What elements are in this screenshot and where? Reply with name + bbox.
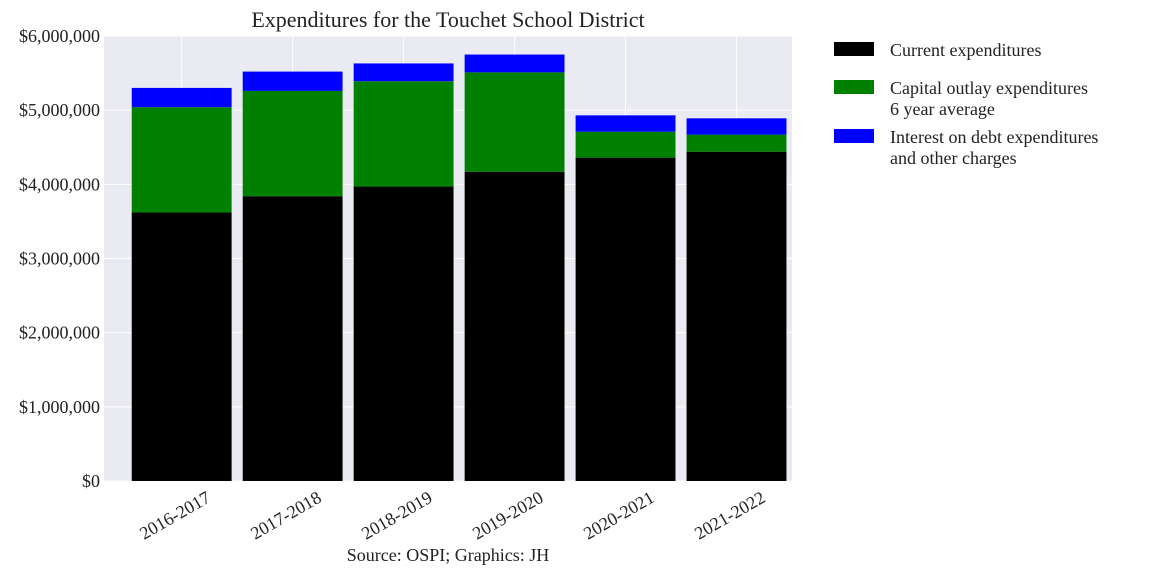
y-tick-label: $0 [82,471,100,491]
bar-2021-2022-series-2 [686,118,787,135]
bar-2017-2018-series-2 [242,71,343,91]
x-tick-label: 2017-2018 [247,487,325,543]
bar-2016-2017-series-2 [131,87,232,108]
x-axis-label-source: Source: OSPI; Graphics: JH [347,545,549,565]
bar-2020-2021-series-0 [575,157,676,481]
bar-2017-2018-series-1 [242,90,343,197]
y-axis-ticks: $0 $1,000,000 $2,000,000 $3,000,000 $4,000,0… [19,26,100,491]
legend-label-0: Current expenditures [890,40,1041,60]
bar-2019-2020-series-0 [464,171,565,481]
bar-2017-2018-series-0 [242,196,343,481]
y-tick-label: $4,000,000 [19,174,100,194]
bar-2016-2017-series-1 [131,107,232,213]
bar-2020-2021-series-2 [575,115,676,132]
x-axis-ticks: 2016-2017 2017-2018 2018-2019 2019-2020 2020… [136,487,768,543]
x-tick-label: 2019-2020 [469,487,547,543]
bar-2018-2019-series-0 [353,186,454,481]
bar-2020-2021-series-1 [575,131,676,158]
legend-swatch-1 [834,80,874,94]
chart-title: Expenditures for the Touchet School Dist… [251,7,644,32]
legend: Current expenditures Capital outlay expen… [834,40,1098,168]
bar-2016-2017-series-0 [131,212,232,481]
x-tick-label: 2021-2022 [691,487,769,543]
y-tick-label: $1,000,000 [19,397,100,417]
legend-label-1: Capital outlay expenditures 6 year averag… [890,78,1088,119]
y-tick-label: $3,000,000 [19,249,100,269]
x-tick-label: 2018-2019 [358,487,436,543]
y-tick-label: $2,000,000 [19,323,100,343]
bar-2021-2022-series-0 [686,151,787,481]
y-tick-label: $6,000,000 [19,26,100,46]
legend-label-2: Interest on debt expenditures and other c… [890,127,1098,168]
bar-2018-2019-series-2 [353,63,454,82]
legend-swatch-0 [834,42,874,56]
bar-2018-2019-series-1 [353,81,454,187]
bar-2021-2022-series-1 [686,134,787,152]
bar-2019-2020-series-2 [464,54,565,73]
legend-swatch-2 [834,129,874,143]
x-tick-label: 2020-2021 [580,487,658,543]
y-tick-label: $5,000,000 [19,100,100,120]
x-tick-label: 2016-2017 [136,487,214,543]
bars [131,54,787,481]
bar-2019-2020-series-1 [464,72,565,172]
